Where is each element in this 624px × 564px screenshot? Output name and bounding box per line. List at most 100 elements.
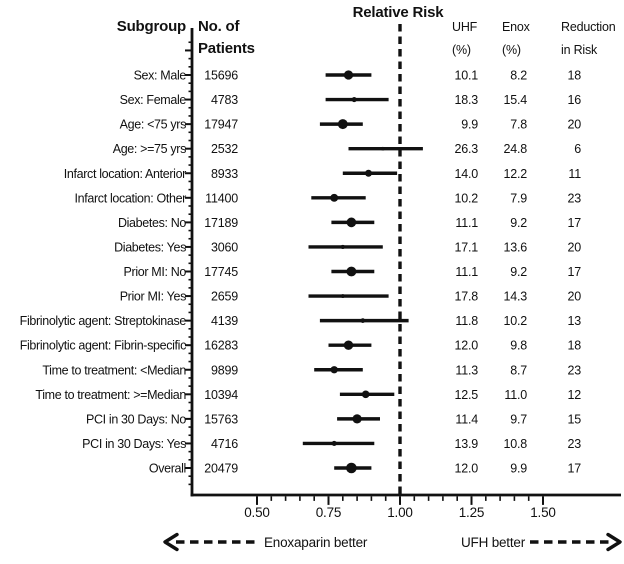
row-uhf-value: 17.1	[454, 240, 478, 254]
row-point-estimate	[346, 217, 357, 228]
row-n-patients: 15763	[204, 412, 238, 426]
row-reduction-value: 23	[567, 191, 581, 205]
row-n-patients: 3060	[211, 240, 238, 254]
enox-column-header-line2: (%)	[502, 43, 521, 57]
row-label: Sex: Female	[120, 93, 187, 107]
row-point-estimate	[331, 440, 337, 446]
row-n-patients: 9899	[211, 363, 238, 377]
row-reduction-value: 18	[567, 69, 581, 83]
reduction-column-header-line1: Reduction	[561, 20, 616, 34]
row-enox-value: 10.8	[503, 437, 527, 451]
relative-risk-title: Relative Risk	[353, 4, 445, 21]
x-axis-tick-label: 0.50	[244, 505, 269, 520]
ufh-better-label: UFH better	[461, 535, 526, 550]
row-n-patients: 15696	[204, 69, 238, 83]
patients-column-header-line1: No. of	[198, 18, 240, 35]
row-uhf-value: 17.8	[454, 290, 478, 304]
row-label: Fibrinolytic agent: Fibrin-specific	[20, 339, 186, 353]
row-label: Age: >=75 yrs	[113, 142, 186, 156]
row-uhf-value: 11.4	[455, 412, 478, 426]
x-axis-tick-label: 1.00	[387, 505, 412, 520]
row-reduction-value: 6	[574, 142, 581, 156]
row-label: Time to treatment: <Median	[42, 363, 186, 377]
row-label: Fibrinolytic agent: Streptokinase	[20, 314, 187, 328]
row-uhf-value: 11.1	[455, 216, 478, 230]
row-point-estimate	[352, 414, 362, 424]
row-uhf-value: 10.1	[454, 69, 478, 83]
row-point-estimate	[330, 193, 339, 202]
row-n-patients: 8933	[211, 167, 238, 181]
row-n-patients: 4783	[211, 93, 238, 107]
row-point-estimate	[346, 462, 357, 474]
row-label: Prior MI: No	[124, 265, 187, 279]
x-axis-tick-label: 1.25	[459, 505, 484, 520]
row-point-estimate	[361, 390, 370, 399]
row-enox-value: 14.3	[503, 290, 527, 304]
subgroup-column-header: Subgroup	[117, 18, 186, 35]
row-point-estimate	[351, 97, 357, 103]
row-uhf-value: 26.3	[454, 142, 478, 156]
row-enox-value: 9.2	[510, 216, 527, 230]
enox-column-header-line1: Enox	[502, 20, 531, 34]
row-n-patients: 11400	[205, 191, 238, 205]
left-arrow-head	[163, 532, 179, 552]
row-point-estimate	[360, 318, 366, 324]
row-enox-value: 11.0	[504, 388, 527, 402]
row-enox-value: 8.7	[510, 363, 527, 377]
row-uhf-value: 13.9	[454, 437, 478, 451]
row-enox-value: 10.2	[503, 314, 527, 328]
uhf-column-header-line2: (%)	[452, 43, 471, 57]
row-reduction-value: 23	[567, 363, 581, 377]
row-uhf-value: 11.8	[455, 314, 478, 328]
row-uhf-value: 10.2	[454, 191, 478, 205]
row-enox-value: 12.2	[503, 167, 527, 181]
row-reduction-value: 13	[567, 314, 581, 328]
row-label: Infarct location: Anterior	[64, 167, 186, 181]
row-n-patients: 20479	[204, 462, 238, 476]
row-enox-value: 13.6	[503, 240, 527, 254]
row-reduction-value: 20	[567, 290, 581, 304]
row-reduction-value: 15	[567, 412, 581, 426]
row-uhf-value: 12.0	[454, 462, 478, 476]
row-point-estimate	[380, 146, 385, 151]
row-n-patients: 17745	[204, 265, 238, 279]
row-label: Sex: Male	[134, 69, 187, 83]
row-label: PCI in 30 Days: Yes	[82, 437, 186, 451]
row-reduction-value: 16	[567, 93, 581, 107]
row-n-patients: 10394	[204, 388, 238, 402]
reduction-column-header-line2: in Risk	[561, 43, 598, 57]
uhf-column-header-line1: UHF	[452, 20, 478, 34]
row-enox-value: 24.8	[503, 142, 527, 156]
row-n-patients: 16283	[204, 339, 238, 353]
row-point-estimate	[343, 70, 354, 80]
row-reduction-value: 11	[568, 167, 581, 181]
row-n-patients: 17189	[204, 216, 238, 230]
row-enox-value: 9.8	[510, 339, 527, 353]
row-point-estimate	[337, 119, 348, 130]
row-point-estimate	[346, 266, 357, 277]
row-point-estimate	[343, 340, 354, 350]
enoxaparin-better-label: Enoxaparin better	[264, 535, 368, 550]
row-label: Overall	[149, 462, 186, 476]
row-reduction-value: 20	[567, 118, 581, 132]
row-reduction-value: 12	[567, 388, 581, 402]
row-uhf-value: 12.0	[454, 339, 478, 353]
row-enox-value: 7.9	[510, 191, 527, 205]
row-enox-value: 9.9	[510, 462, 527, 476]
row-reduction-value: 18	[567, 339, 581, 353]
row-uhf-value: 9.9	[461, 118, 478, 132]
row-reduction-value: 17	[567, 265, 581, 279]
row-uhf-value: 18.3	[454, 93, 478, 107]
row-uhf-value: 11.3	[455, 363, 478, 377]
patients-column-header-line2: Patients	[198, 40, 255, 57]
x-axis-tick-label: 1.50	[530, 505, 555, 520]
row-enox-value: 9.7	[510, 412, 527, 426]
row-uhf-value: 12.5	[454, 388, 478, 402]
row-label: Diabetes: No	[118, 216, 186, 230]
row-uhf-value: 11.1	[455, 265, 478, 279]
row-reduction-value: 23	[567, 437, 581, 451]
row-enox-value: 8.2	[510, 69, 527, 83]
